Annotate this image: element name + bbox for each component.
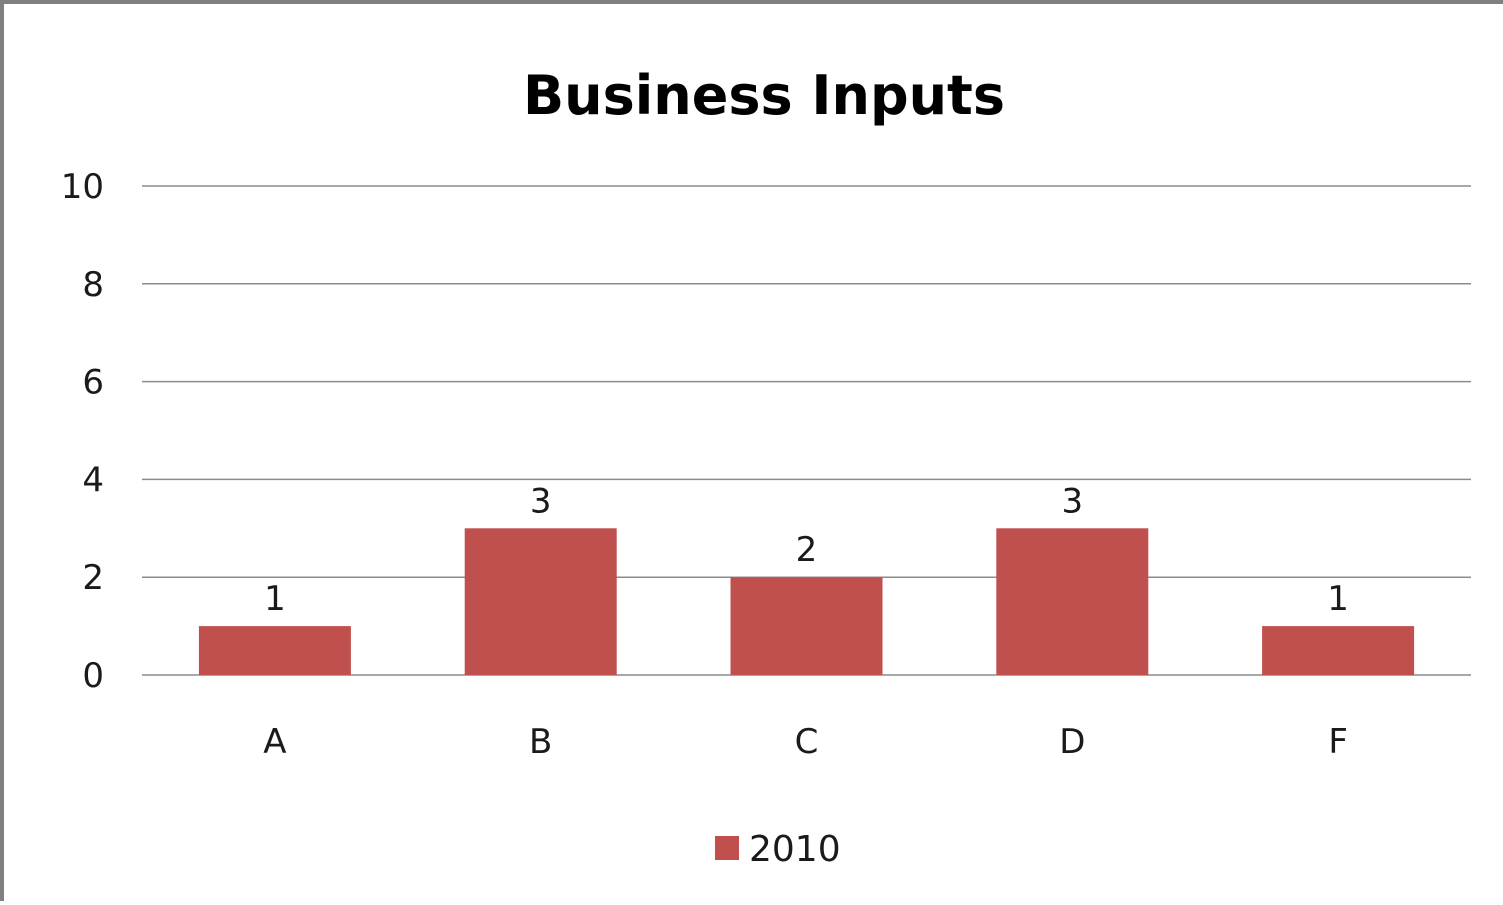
y-tick-label: 8 — [82, 265, 104, 305]
y-tick-label: 10 — [61, 167, 104, 207]
bar-B — [464, 528, 617, 675]
legend: 2010 — [715, 829, 841, 870]
data-labels: 1 3 2 3 1 — [264, 481, 1349, 619]
data-label-A: 1 — [264, 579, 286, 619]
data-label-C: 2 — [796, 530, 818, 570]
y-tick-label: 2 — [82, 558, 104, 598]
legend-label: 2010 — [749, 829, 841, 870]
y-axis-tick-labels: 0 2 4 6 8 10 — [61, 167, 104, 696]
legend-swatch — [715, 836, 739, 860]
y-tick-label: 4 — [82, 460, 104, 500]
x-category-label-D: D — [1059, 722, 1085, 762]
data-label-D: 3 — [1061, 481, 1083, 521]
bars — [198, 528, 1415, 675]
y-tick-label: 6 — [82, 363, 104, 403]
data-label-B: 3 — [530, 481, 552, 521]
y-tick-label: 0 — [82, 656, 104, 696]
bar-C — [730, 577, 883, 675]
bar-F — [1262, 626, 1415, 675]
data-label-F: 1 — [1327, 579, 1349, 619]
x-category-label-B: B — [529, 722, 552, 762]
x-category-label-A: A — [263, 722, 286, 762]
gridlines — [142, 185, 1471, 676]
x-category-label-C: C — [795, 722, 819, 762]
x-category-label-F: F — [1328, 722, 1348, 762]
bar-chart: Business Inputs 0 2 4 6 8 10 1 3 2 3 1 A B C D F 2010 — [61, 64, 1471, 870]
bar-D — [996, 528, 1149, 675]
chart-title: Business Inputs — [523, 64, 1005, 127]
bar-A — [198, 626, 351, 675]
